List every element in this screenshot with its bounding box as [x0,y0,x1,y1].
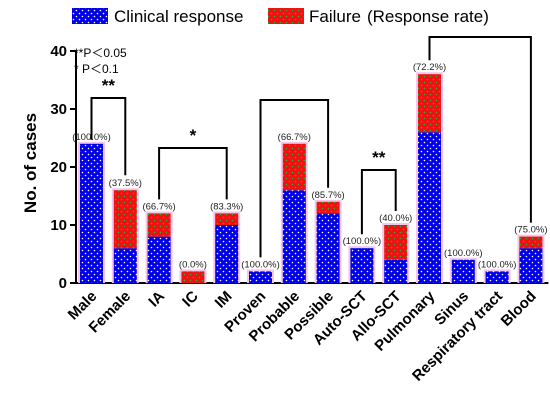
y-tick-label: 10 [50,217,67,234]
bar-failure [316,201,340,214]
bar-clinical-response [384,259,408,283]
response-rate-label: (72.2%) [413,62,446,73]
response-rate-label: (40.0%) [379,213,412,224]
bar-clinical-response [215,225,239,283]
bar-clinical-response [80,143,103,283]
x-tick-label: IM [212,288,236,312]
legend-failure-name: Failure [309,7,361,26]
bars [78,72,545,283]
x-tick-label: IA [145,288,168,311]
y-tick-label: 30 [50,101,67,118]
bar-failure [181,271,205,283]
response-rate-label: (85.7%) [311,190,344,201]
significance-bracket [259,99,330,258]
x-tick-label: IC [179,288,202,311]
bar-failure [147,213,171,237]
legend: Clinical response Failure (Response rate) [72,7,489,26]
response-rate-label: (100.0%) [343,236,382,247]
y-axis-label: No. of cases [21,113,40,213]
bar-clinical-response [519,248,543,283]
significance-label: * [190,126,197,145]
significance-bracket [360,169,397,235]
response-rate-label: (75.0%) [514,225,547,236]
bar-clinical-response [418,132,441,283]
y-tick-label: 40 [50,43,67,60]
significance-label: ** [372,148,386,167]
bar-clinical-response [451,259,475,283]
note-p005: **P＜0.05 [74,46,127,60]
note-p01: * P＜0.1 [74,62,119,76]
legend-swatch-clinical-response [72,8,108,24]
response-rate-label: (66.7%) [142,201,175,212]
bar-clinical-response [485,271,509,283]
bar-failure [282,143,306,191]
bar-failure [384,225,408,260]
legend-label-failure: Failure (Response rate) [309,7,489,26]
legend-swatch-failure [268,8,304,24]
bar-clinical-response [249,271,272,283]
response-rate-label: (100.0%) [241,259,280,270]
significance-bracket [90,97,127,176]
y-tick-label: 0 [59,275,67,292]
significance-bracket [428,36,532,223]
bar-failure [418,74,441,133]
response-rate-label: (83.3%) [210,201,243,212]
significance-label: ** [102,76,116,95]
legend-label-clinical-response: Clinical response [114,7,243,26]
significance-bracket [158,147,228,200]
response-rate-label: (100.0%) [72,132,111,143]
bar-clinical-response [113,248,137,283]
response-rate-label: (0.0%) [179,259,207,270]
x-tick-label: Blood [498,288,540,330]
legend-failure-suffix: (Response rate) [367,7,489,26]
bar-failure [113,190,137,249]
y-tick-label: 20 [50,159,67,176]
response-rate-label: (37.5%) [109,178,142,189]
bar-clinical-response [282,190,306,283]
bar-clinical-response [350,248,374,283]
response-rate-label: (100.0%) [478,259,517,270]
bar-clinical-response [147,236,171,283]
bar-failure [519,236,543,249]
response-rate-label: (66.7%) [278,132,311,143]
bar-clinical-response [316,213,340,283]
response-rate-label: (100.0%) [444,248,483,259]
significance-brackets: ***** [90,36,532,258]
bar-failure [215,213,239,225]
